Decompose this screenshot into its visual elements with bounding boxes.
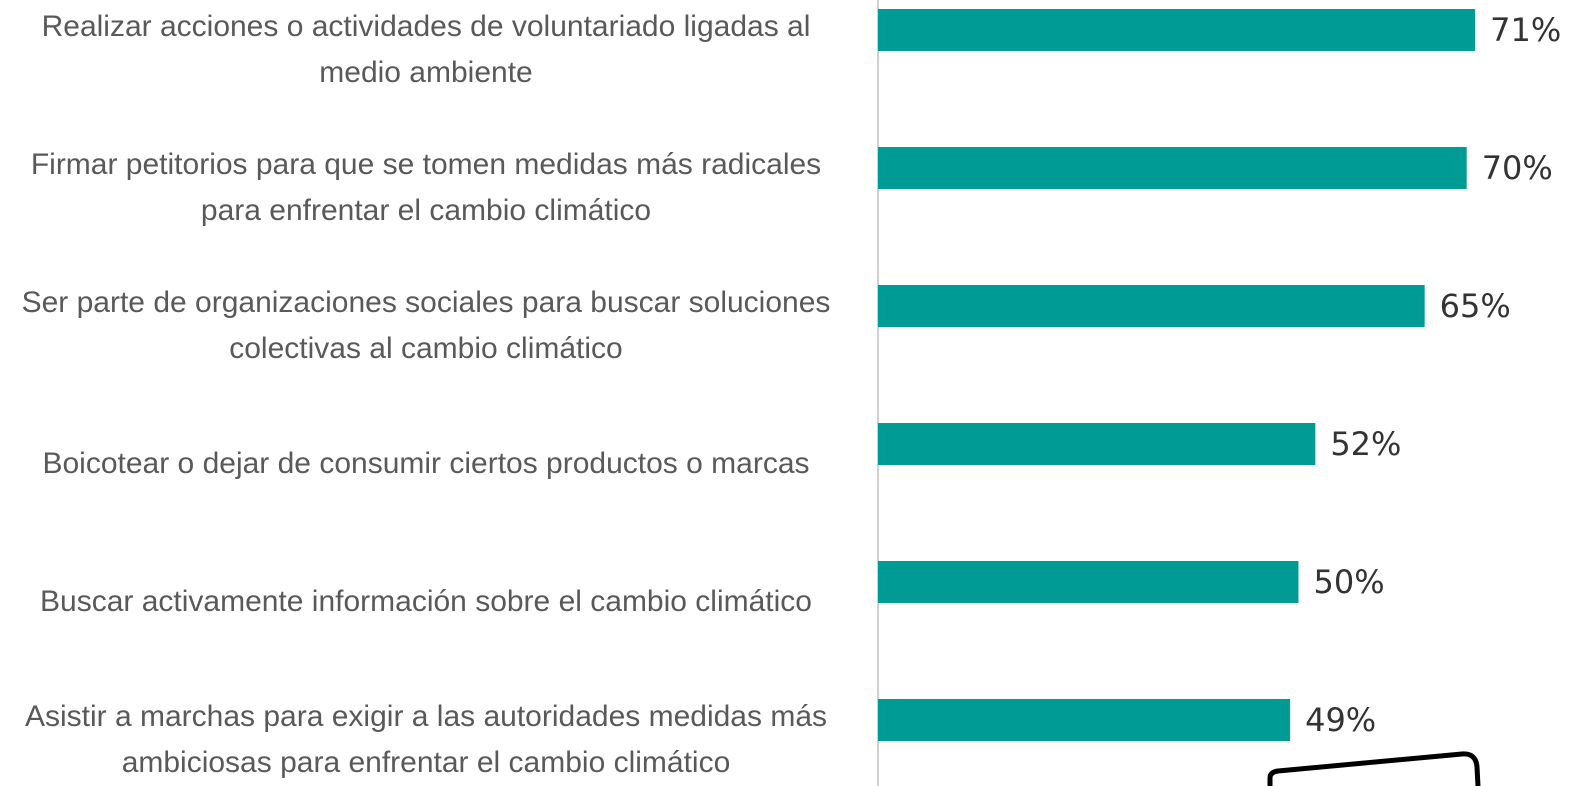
value-label: 65%	[1440, 287, 1511, 325]
category-label: Asistir a marchas para exigir a las auto…	[24, 700, 828, 779]
value-label: 52%	[1330, 425, 1401, 463]
decoration	[1267, 751, 1481, 786]
bar	[878, 699, 1291, 741]
bar	[878, 423, 1316, 465]
value-label: 71%	[1490, 11, 1561, 49]
category-label: Firmar petitorios para que se tomen medi…	[30, 148, 822, 227]
category-label: Boicotear o dejar de consumir ciertos pr…	[42, 447, 810, 480]
value-label: 70%	[1482, 149, 1553, 187]
bar	[878, 561, 1299, 603]
category-label: Ser parte de organizaciones sociales par…	[21, 286, 831, 365]
bar	[878, 285, 1425, 327]
bar	[878, 147, 1467, 189]
value-label: 50%	[1314, 563, 1385, 601]
bar	[878, 9, 1476, 51]
value-label: 49%	[1305, 701, 1376, 739]
category-label: Realizar acciones o actividades de volun…	[41, 10, 811, 89]
category-label: Buscar activamente información sobre el …	[40, 585, 812, 618]
